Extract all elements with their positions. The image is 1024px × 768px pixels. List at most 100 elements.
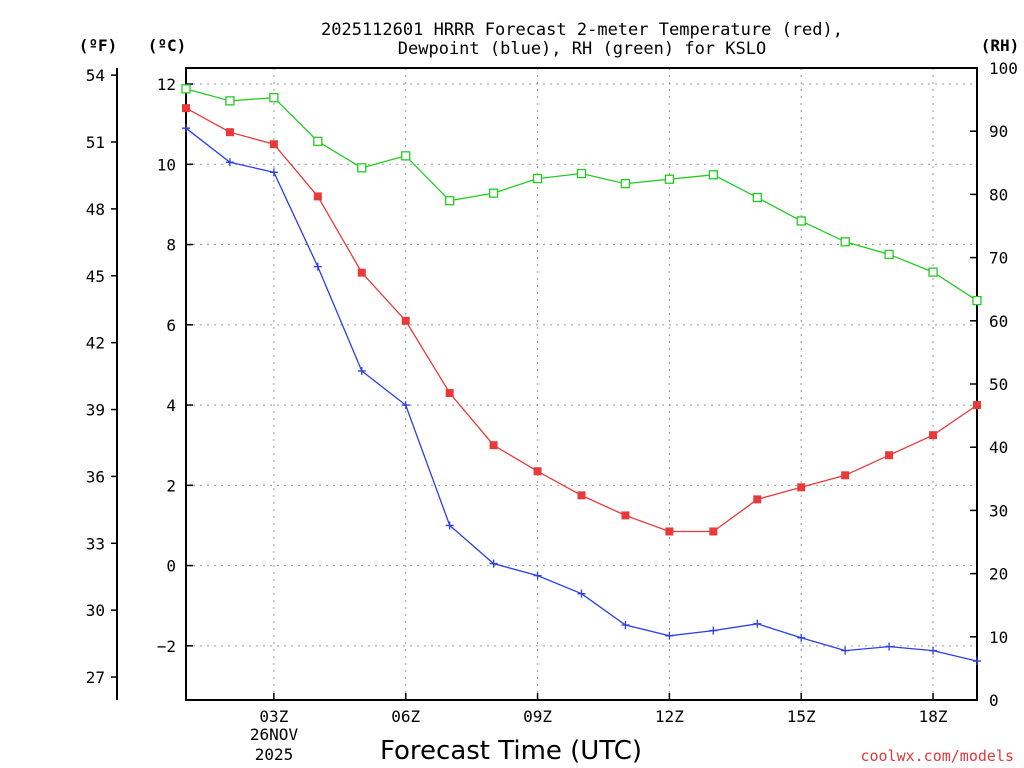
dewpoint-point bbox=[841, 646, 850, 655]
dewpoint-point bbox=[797, 633, 806, 642]
date-label-line2: 2025 bbox=[255, 745, 294, 764]
rh-point bbox=[928, 267, 938, 277]
rh-point bbox=[357, 163, 367, 173]
rh-point bbox=[840, 237, 850, 247]
dewpoint-point bbox=[929, 646, 938, 655]
data-series bbox=[181, 84, 982, 666]
chart-title-line2: Dewpoint (blue), RH (green) for KSLO bbox=[398, 39, 766, 59]
temperature-point bbox=[313, 192, 322, 201]
dewpoint-point bbox=[225, 158, 234, 167]
dewpoint-point bbox=[489, 559, 498, 568]
rh-tick-label: 10 bbox=[989, 628, 1008, 647]
celsius-tick-label: 2 bbox=[166, 476, 176, 495]
dewpoint-series-line bbox=[185, 127, 978, 662]
temperature-point bbox=[797, 483, 806, 492]
temperature-point bbox=[401, 316, 410, 325]
rh-point bbox=[664, 174, 675, 184]
x-axis-label: Forecast Time (UTC) bbox=[380, 736, 642, 766]
rh-point bbox=[269, 93, 279, 103]
fahrenheit-tick-label: 54 bbox=[86, 66, 105, 85]
celsius-tick-label: −2 bbox=[157, 637, 176, 656]
rh-tick-label: 20 bbox=[989, 565, 1008, 584]
dewpoint-point bbox=[269, 168, 278, 177]
rh-series-line bbox=[185, 88, 978, 302]
dewpoint-point bbox=[709, 626, 718, 635]
dewpoint-point bbox=[621, 620, 630, 629]
dewpoint-point bbox=[885, 642, 894, 651]
dewpoint-point bbox=[313, 262, 322, 271]
temperature-point bbox=[533, 467, 542, 476]
fahrenheit-tick-label: 27 bbox=[86, 668, 105, 687]
date-label-line1: 26NOV bbox=[250, 725, 299, 744]
celsius-tick-label: 0 bbox=[166, 557, 176, 576]
temperature-point bbox=[225, 128, 234, 137]
fahrenheit-tick-label: 48 bbox=[86, 200, 105, 219]
fahrenheit-tick-label: 39 bbox=[86, 401, 105, 420]
rh-tick-label: 0 bbox=[989, 691, 999, 710]
fahrenheit-tick-label: 33 bbox=[86, 534, 105, 553]
rh-point bbox=[225, 96, 235, 106]
fahrenheit-unit-label: (ºF) bbox=[79, 36, 118, 55]
grid-lines bbox=[186, 68, 977, 700]
rh-unit-label: (RH) bbox=[981, 36, 1020, 55]
rh-point bbox=[181, 84, 191, 94]
temperature-point bbox=[357, 268, 366, 277]
temperature-point bbox=[929, 431, 938, 440]
rh-point bbox=[752, 192, 762, 203]
fahrenheit-tick-label: 45 bbox=[86, 267, 105, 286]
rh-point bbox=[796, 216, 806, 226]
temperature-point bbox=[665, 527, 674, 536]
celsius-unit-label: (ºC) bbox=[148, 36, 187, 55]
rh-point bbox=[884, 249, 894, 260]
chart-title-line1: 2025112601 HRRR Forecast 2-meter Tempera… bbox=[321, 20, 843, 40]
rh-point bbox=[576, 168, 587, 179]
credit-text: coolwx.com/models bbox=[860, 747, 1014, 765]
celsius-tick-label: 6 bbox=[166, 316, 176, 335]
rh-tick-label: 50 bbox=[989, 375, 1008, 394]
temperature-point bbox=[709, 527, 718, 536]
rh-point bbox=[445, 196, 455, 206]
fahrenheit-tick-label: 42 bbox=[86, 334, 105, 353]
temperature-point bbox=[489, 441, 498, 450]
temperature-point bbox=[841, 471, 850, 480]
temperature-point bbox=[753, 495, 762, 504]
dewpoint-point bbox=[753, 619, 762, 628]
plot-frame bbox=[185, 67, 978, 701]
fahrenheit-tick-label: 30 bbox=[86, 601, 105, 620]
rh-point bbox=[708, 170, 718, 180]
fahrenheit-tick-label: 51 bbox=[86, 133, 105, 152]
celsius-tick-label: 4 bbox=[166, 396, 176, 415]
x-tick-label: 09Z bbox=[523, 707, 552, 726]
x-tick-label: 03Z bbox=[259, 707, 288, 726]
rh-tick-label: 60 bbox=[989, 312, 1008, 331]
fahrenheit-tick-label: 36 bbox=[86, 467, 105, 486]
temperature-point bbox=[577, 491, 586, 500]
rh-tick-label: 30 bbox=[989, 501, 1008, 520]
temperature-point bbox=[885, 451, 894, 460]
rh-point bbox=[488, 188, 499, 198]
dewpoint-point bbox=[973, 657, 981, 666]
celsius-tick-label: 10 bbox=[157, 155, 176, 174]
dewpoint-point bbox=[182, 124, 190, 133]
rh-point bbox=[532, 173, 543, 184]
rh-tick-label: 80 bbox=[989, 185, 1008, 204]
x-tick-label: 18Z bbox=[919, 707, 948, 726]
dewpoint-point bbox=[357, 366, 366, 375]
dewpoint-point bbox=[577, 589, 586, 598]
rh-tick-label: 70 bbox=[989, 249, 1008, 268]
rh-point bbox=[972, 295, 982, 306]
temperature-point bbox=[445, 389, 454, 398]
temperature-point bbox=[973, 401, 981, 410]
rh-point bbox=[401, 151, 411, 161]
temperature-point bbox=[621, 511, 630, 520]
x-tick-label: 15Z bbox=[787, 707, 816, 726]
x-tick-label: 06Z bbox=[391, 707, 420, 726]
rh-tick-label: 40 bbox=[989, 438, 1008, 457]
axis-ticks: −2 0 2 4 6 8 10 12 03Z 06Z 09Z 12Z 15Z 18Z 27 30 33 36 39 4… bbox=[86, 59, 1018, 726]
temperature-point bbox=[182, 104, 190, 113]
dewpoint-point bbox=[533, 571, 542, 580]
rh-point bbox=[313, 136, 323, 146]
rh-tick-label: 90 bbox=[989, 122, 1008, 141]
rh-tick-label: 100 bbox=[989, 59, 1018, 78]
